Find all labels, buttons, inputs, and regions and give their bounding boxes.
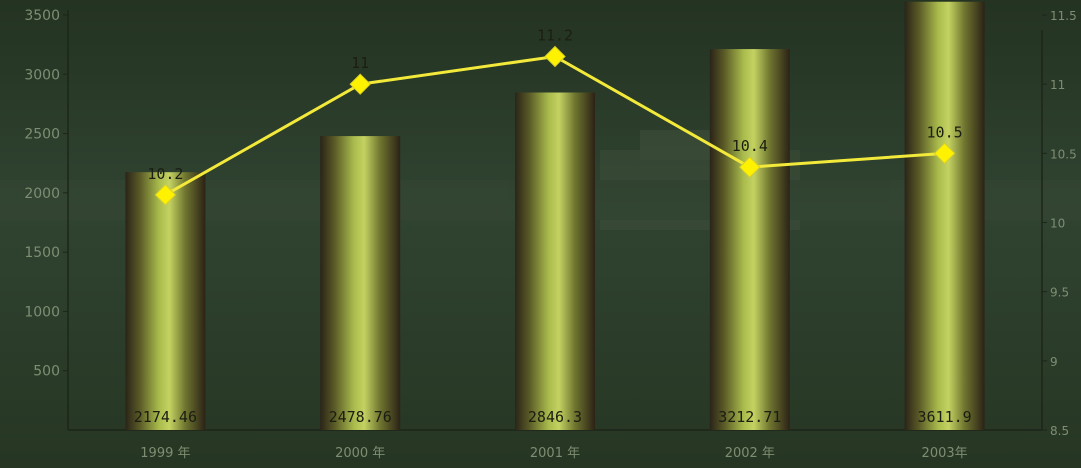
line-value-label: 10.2 bbox=[147, 165, 183, 183]
line-series: 10.2 11 11.2 10.4 10.5 bbox=[147, 27, 963, 206]
bar bbox=[125, 172, 206, 430]
line-point-marker bbox=[154, 184, 177, 206]
bar bbox=[904, 1, 985, 431]
y-left-tick-label: 1500 bbox=[24, 245, 60, 261]
y-right-tick-label: 9 bbox=[1050, 355, 1058, 369]
y-left-tick-label: 3000 bbox=[24, 67, 60, 83]
x-tick-label: 2000 年 bbox=[335, 446, 385, 461]
line-point-marker bbox=[739, 156, 761, 178]
y-right-tick-label: 9.5 bbox=[1050, 286, 1069, 300]
y-left-tick-label: 500 bbox=[33, 364, 60, 380]
y-left-tick-label: 1000 bbox=[24, 304, 60, 320]
line-value-label: 11.2 bbox=[537, 27, 573, 45]
y-right-tick-label: 8.5 bbox=[1050, 424, 1069, 438]
line-point-marker bbox=[349, 73, 371, 95]
y-left-tick-label: 2500 bbox=[24, 127, 60, 143]
line-point-marker bbox=[933, 142, 956, 165]
x-tick-label: 2003年 bbox=[922, 446, 968, 461]
line-value-label: 10.5 bbox=[927, 123, 963, 141]
bar-value-label: 2174.46 bbox=[134, 408, 197, 426]
bar-value-label: 2846.3 bbox=[528, 408, 582, 426]
bar bbox=[515, 92, 595, 431]
y-left-tick-label: 2000 bbox=[24, 186, 60, 202]
bar bbox=[709, 49, 790, 430]
y-left-tick-label: 3500 bbox=[24, 8, 60, 24]
y-right-tick-label: 10.5 bbox=[1050, 147, 1077, 161]
line-value-label: 10.4 bbox=[732, 137, 768, 155]
line-point-marker bbox=[544, 45, 566, 68]
y-right-tick-label: 11.5 bbox=[1050, 9, 1077, 23]
bar-value-label: 2478.76 bbox=[329, 408, 392, 426]
bar-value-label: 3611.9 bbox=[918, 408, 972, 426]
x-tick-labels: 1999 年 2000 年 2001 年 2002 年 2003年 bbox=[140, 446, 967, 461]
data-labels: 2174.46 2478.76 2846.3 3212.71 3611.9 bbox=[134, 408, 972, 426]
y-right-tick-label: 11 bbox=[1050, 78, 1065, 92]
line-value-label: 11 bbox=[351, 54, 369, 72]
bar bbox=[320, 136, 401, 430]
x-tick-label: 1999 年 bbox=[140, 446, 190, 461]
y-right-tick-label: 10 bbox=[1050, 217, 1065, 231]
bar-value-label: 3212.71 bbox=[718, 408, 781, 426]
x-tick-label: 2002 年 bbox=[725, 446, 775, 461]
x-tick-label: 2001 年 bbox=[530, 446, 580, 461]
bars bbox=[125, 1, 985, 431]
